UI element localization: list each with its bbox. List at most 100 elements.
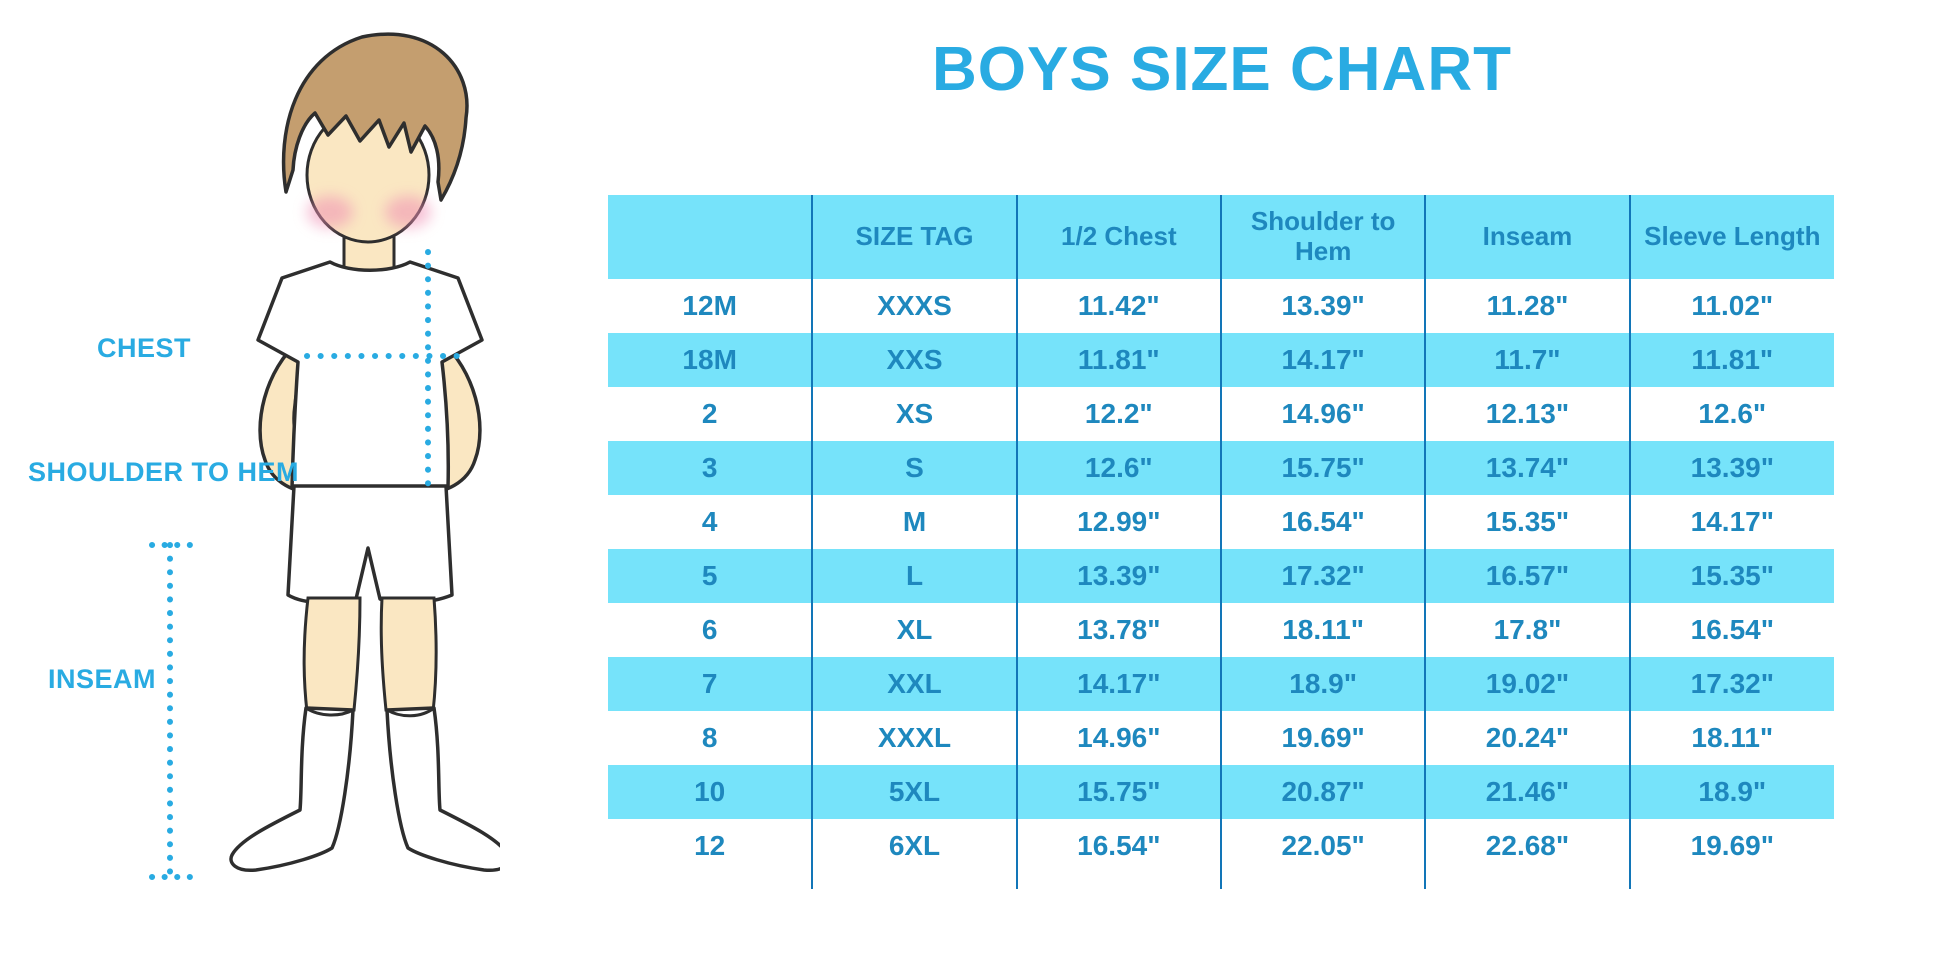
boy-left-sock [229, 706, 355, 873]
boy-left-leg [302, 596, 362, 714]
table-cell: 6XL [811, 819, 1017, 873]
table-cell: 17.8" [1424, 603, 1630, 657]
table-cell: 22.68" [1424, 819, 1630, 873]
table-cell: 12.6" [1628, 387, 1834, 441]
divider-extension-cell [1424, 873, 1630, 889]
table-cell: 12.6" [1015, 441, 1221, 495]
header-cell-sleeve-length: Sleeve Length [1628, 195, 1834, 279]
table-cell: 14.17" [1219, 333, 1426, 387]
table-cell: 14.96" [1015, 711, 1221, 765]
header-row: SIZE TAG 1/2 Chest Shoulder to Hem Insea… [608, 195, 1834, 279]
table-cell: XXL [811, 657, 1017, 711]
chest-label: CHEST [97, 333, 192, 363]
table-cell: XS [811, 387, 1017, 441]
table-cell: 12.99" [1015, 495, 1221, 549]
divider-extension-cell [1219, 873, 1426, 889]
table-cell: L [811, 549, 1017, 603]
boy-shorts [286, 484, 454, 605]
table-cell: XL [811, 603, 1017, 657]
table-cell: 19.69" [1628, 819, 1834, 873]
table-row: 12M XXXS 11.42" 13.39" 11.28" 11.02" [608, 279, 1834, 333]
table-cell: S [811, 441, 1017, 495]
table-cell: 11.81" [1015, 333, 1221, 387]
table-cell: 3 [608, 441, 813, 495]
table-cell: 17.32" [1219, 549, 1426, 603]
table-cell: 12.2" [1015, 387, 1221, 441]
table-row: 2 XS 12.2" 14.96" 12.13" 12.6" [608, 387, 1834, 441]
table-row: 5 L 13.39" 17.32" 16.57" 15.35" [608, 549, 1834, 603]
table-cell: 15.35" [1628, 549, 1834, 603]
table-cell: XXS [811, 333, 1017, 387]
table-cell: 18M [608, 333, 813, 387]
shoulder-to-hem-label: SHOULDER TO HEM [28, 457, 300, 487]
table-cell: 16.54" [1628, 603, 1834, 657]
size-table-body: 12M XXXS 11.42" 13.39" 11.28" 11.02" 18M XXS 11.… [608, 279, 1834, 889]
table-row: 8 XXXL 14.96" 19.69" 20.24" 18.11" [608, 711, 1834, 765]
divider-extension-cell [1628, 873, 1834, 889]
table-cell: 11.28" [1424, 279, 1630, 333]
table-cell: 12 [694, 830, 726, 861]
boy-hair [281, 32, 469, 202]
table-cell: 20.24" [1424, 711, 1630, 765]
inseam-dotted-line [149, 542, 193, 880]
divider-extension-cell [608, 873, 813, 889]
boy-left-sock-top [305, 706, 354, 717]
size-table: SIZE TAG 1/2 Chest Shoulder to Hem Insea… [608, 195, 1834, 889]
table-row: 7 XXL 14.17" 18.9" 19.02" 17.32" [608, 657, 1834, 711]
table-cell: 2 [701, 398, 718, 429]
table-cell: 14.17" [1015, 657, 1221, 711]
table-cell: 7 [608, 657, 813, 711]
table-cell: 4 [701, 506, 718, 537]
table-row: 12 6XL 16.54" 22.05" 22.68" 19.69" [608, 819, 1834, 873]
table-cell: 13.78" [1015, 603, 1221, 657]
table-cell: 18.11" [1628, 711, 1834, 765]
header-cell-shoulder-to-hem: Shoulder to Hem [1219, 195, 1426, 279]
header-cell-inseam: Inseam [1424, 195, 1630, 279]
table-cell: 17.32" [1628, 657, 1834, 711]
table-cell: 6 [701, 614, 718, 645]
table-cell: 12.13" [1424, 387, 1630, 441]
header-cell-size-tag: SIZE TAG [811, 195, 1017, 279]
table-cell: 16.54" [1015, 819, 1221, 873]
table-cell: 5 [608, 549, 813, 603]
table-row: 3 S 12.6" 15.75" 13.74" 13.39" [608, 441, 1834, 495]
table-row: 4 M 12.99" 16.54" 15.35" 14.17" [608, 495, 1834, 549]
table-cell: 15.75" [1015, 765, 1221, 819]
table-cell: 11.42" [1015, 279, 1221, 333]
table-cell: 19.02" [1424, 657, 1630, 711]
table-cell: 22.05" [1219, 819, 1426, 873]
divider-extension-cell [1015, 873, 1221, 889]
divider-extension-cell [811, 873, 1017, 889]
boy-illustration-svg [149, 32, 511, 880]
table-cell: 13.39" [1015, 549, 1221, 603]
size-table-container: SIZE TAG 1/2 Chest Shoulder to Hem Insea… [608, 195, 1834, 889]
table-cell: 13.74" [1424, 441, 1630, 495]
table-row: 10 5XL 15.75" 20.87" 21.46" 18.9" [608, 765, 1834, 819]
table-cell: 11.7" [1424, 333, 1630, 387]
table-cell: 18.11" [1219, 603, 1426, 657]
table-cell: 5XL [811, 765, 1017, 819]
table-cell: 14.17" [1628, 495, 1834, 549]
boy-right-sock [385, 706, 511, 873]
header-cell-half-chest: 1/2 Chest [1015, 195, 1221, 279]
table-cell: 11.02" [1628, 279, 1834, 333]
table-cell: 16.54" [1219, 495, 1426, 549]
table-cell: XXXL [811, 711, 1017, 765]
boy-blush [307, 196, 431, 228]
size-table-header: SIZE TAG 1/2 Chest Shoulder to Hem Insea… [608, 195, 1834, 279]
table-cell: 13.39" [1219, 279, 1426, 333]
boy-illustration [10, 10, 511, 960]
table-cell: 21.46" [1424, 765, 1630, 819]
table-cell: 20.87" [1219, 765, 1426, 819]
divider-extension-row [608, 873, 1834, 889]
table-cell: 14.96" [1219, 387, 1426, 441]
table-cell: 19.69" [1219, 711, 1426, 765]
inseam-label: INSEAM [48, 664, 157, 694]
table-cell: XXXS [811, 279, 1017, 333]
table-cell: 12M [682, 290, 737, 321]
table-cell: 16.57" [1424, 549, 1630, 603]
boy-right-leg [379, 596, 438, 714]
table-cell: 18.9" [1628, 765, 1834, 819]
table-cell: 18.9" [1219, 657, 1426, 711]
